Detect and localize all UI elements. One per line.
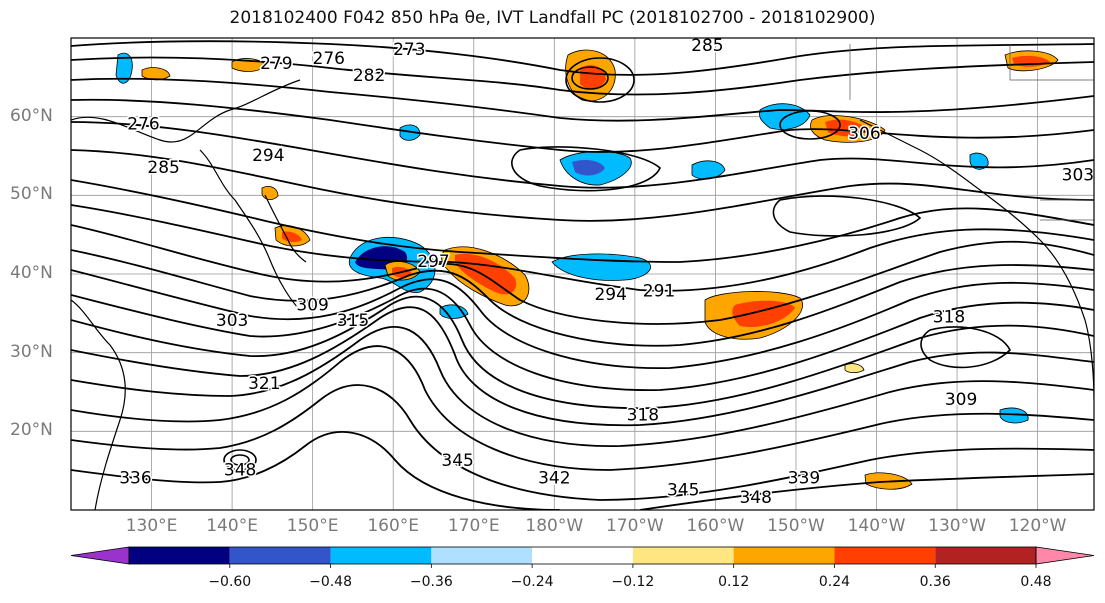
contour-label: 291 bbox=[643, 281, 675, 301]
contour-label: 345 bbox=[441, 451, 473, 471]
theta-e-contours bbox=[71, 40, 1094, 510]
colorbar-tick-label: −0.36 bbox=[409, 574, 453, 590]
strong-positive-eastern-jet bbox=[732, 300, 795, 328]
longitude-label: 180°W bbox=[525, 516, 584, 536]
colorbar bbox=[70, 546, 1095, 568]
contour-label: 336 bbox=[119, 469, 151, 489]
contour-label: 309 bbox=[296, 295, 328, 315]
strong-positive-japan bbox=[282, 231, 302, 243]
negative-anomaly-okhotsk bbox=[399, 124, 421, 141]
positive-anomaly-small-east bbox=[844, 363, 865, 374]
latitude-label: 50°N bbox=[10, 184, 53, 205]
negative-anomaly-canada bbox=[969, 152, 989, 170]
longitude-label: 140°W bbox=[847, 516, 906, 536]
colorbar-bin bbox=[431, 547, 533, 564]
contour-label: 294 bbox=[594, 285, 626, 305]
longitude-label: 170°E bbox=[447, 516, 500, 536]
negative-anomaly-hawaii-north bbox=[999, 407, 1029, 424]
contour-label: 276 bbox=[313, 49, 345, 69]
contour-label: 321 bbox=[248, 374, 280, 394]
contour-label: 348 bbox=[739, 488, 771, 508]
longitude-label: 130°W bbox=[928, 516, 986, 536]
longitude-label: 160°W bbox=[686, 516, 745, 536]
contour-label: 282 bbox=[353, 66, 385, 86]
contour-label: 303 bbox=[216, 311, 248, 331]
negative-anomaly-siberia bbox=[115, 52, 133, 84]
figure-title: 2018102400 F042 850 hPa θe, IVT Landfall… bbox=[229, 8, 876, 28]
colorbar-tick-label: 0.48 bbox=[1020, 574, 1052, 590]
pc-shading bbox=[115, 49, 1059, 490]
colorbar-tick-label: −0.24 bbox=[510, 574, 554, 590]
colorbar-tick-label: −0.12 bbox=[611, 574, 655, 590]
longitude-label: 130°E bbox=[125, 516, 178, 536]
latitude-label: 20°N bbox=[10, 420, 53, 441]
contour-label: 348 bbox=[224, 461, 256, 481]
negative-anomaly-aleutian bbox=[691, 160, 726, 180]
colorbar-bin bbox=[532, 547, 633, 564]
latitude-label: 60°N bbox=[10, 105, 53, 126]
latitude-label: 40°N bbox=[10, 263, 53, 283]
colorbar-bin bbox=[935, 547, 1036, 564]
strong-negative-bering bbox=[572, 160, 605, 176]
colorbar-bin bbox=[229, 547, 331, 564]
longitude-label: 150°W bbox=[767, 516, 825, 536]
colorbar-tick-label: 0.12 bbox=[718, 574, 750, 590]
positive-anomaly-arctic-west bbox=[141, 67, 171, 81]
colorbar-bin bbox=[129, 547, 230, 564]
contour-label: 276 bbox=[127, 115, 159, 135]
colorbar-bin bbox=[330, 547, 432, 564]
contour-label: 285 bbox=[691, 36, 723, 56]
map-frame bbox=[70, 37, 1095, 511]
longitude-label: 150°E bbox=[286, 516, 339, 536]
colorbar-bin bbox=[733, 547, 835, 564]
contour-labels: 273 276 279 282 285 276 294 285 297 294 291 309 315 3… bbox=[118, 36, 1094, 510]
latitude-label: 30°N bbox=[10, 341, 53, 362]
contour-label: 318 bbox=[933, 307, 965, 327]
contour-label: 294 bbox=[252, 146, 284, 166]
colorbar-tick-label: 0.36 bbox=[919, 574, 951, 590]
contour-label: 345 bbox=[667, 480, 699, 500]
longitude-label: 170°W bbox=[605, 516, 664, 536]
contour-label: 306 bbox=[848, 124, 880, 144]
colorbar-frame bbox=[128, 546, 1037, 565]
contour-label: 342 bbox=[538, 469, 570, 489]
colorbar-bin bbox=[632, 547, 734, 564]
contour-label: 315 bbox=[337, 311, 369, 331]
colorbar-bin bbox=[834, 547, 936, 564]
colorbar-extend-min bbox=[70, 546, 130, 565]
longitude-label: 140°E bbox=[206, 516, 258, 536]
longitude-label: 120°W bbox=[1008, 516, 1067, 536]
contour-label: 303 bbox=[1062, 166, 1094, 186]
contour-label: 273 bbox=[393, 40, 425, 60]
strong-positive-bering bbox=[580, 65, 606, 89]
contour-label: 339 bbox=[788, 469, 820, 489]
negative-anomaly-south bbox=[439, 304, 469, 319]
coastlines bbox=[71, 44, 1094, 510]
contour-label: 297 bbox=[417, 252, 449, 272]
contour-label: 285 bbox=[147, 158, 179, 178]
colorbar-extend-max bbox=[1035, 546, 1095, 565]
colorbar-tick-label: −0.60 bbox=[208, 574, 252, 590]
contour-label: 318 bbox=[627, 406, 659, 426]
colorbar-tick-label: 0.24 bbox=[818, 574, 851, 590]
longitude-label: 160°E bbox=[367, 516, 420, 536]
contour-label: 309 bbox=[945, 390, 977, 410]
contour-label: 279 bbox=[260, 54, 292, 74]
colorbar-tick-label: −0.48 bbox=[309, 574, 352, 590]
